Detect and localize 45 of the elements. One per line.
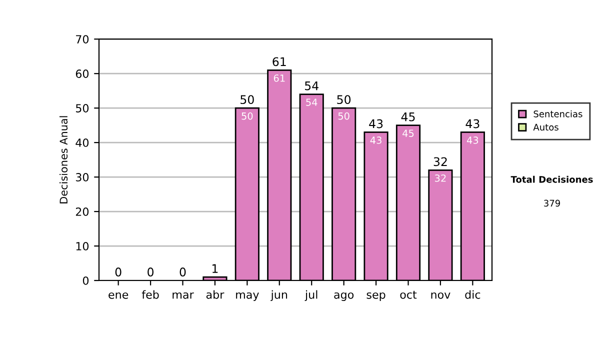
y-tick-label: 60	[76, 70, 89, 78]
total-label: 50	[240, 95, 254, 104]
text: Total Decisiones	[510, 176, 593, 183]
total-label: 1	[212, 264, 218, 273]
text: 379	[544, 200, 560, 207]
x-tick-label: ago	[334, 292, 354, 301]
data-label: 32	[435, 174, 446, 182]
total-label: 32	[434, 157, 447, 166]
total-label: 43	[369, 119, 383, 128]
data-label: 45	[402, 130, 414, 137]
total-label: 0	[148, 268, 154, 276]
x-tick-label: ene	[108, 292, 128, 299]
y-tick-label: 20	[76, 208, 89, 216]
x-tick-label: nov	[431, 292, 450, 299]
x-tick-label: oct	[400, 290, 417, 299]
total-label: 43	[466, 119, 480, 128]
y-axis-title: Decisiones Anual	[60, 116, 68, 204]
x-tick-label: dic	[465, 290, 480, 299]
x-tick-label: jul	[304, 290, 318, 301]
y-tick-label: 40	[76, 138, 89, 147]
data-label: 50	[338, 112, 350, 120]
y-tick-label: 70	[76, 35, 89, 44]
data-label: 50	[242, 112, 253, 120]
x-tick-label: may	[236, 292, 259, 301]
legend-label: Autos	[533, 124, 558, 131]
y-tick-label: 0	[82, 276, 89, 285]
total-label: 61	[272, 57, 286, 66]
data-label: 54	[306, 98, 318, 106]
data-label: 61	[274, 74, 285, 82]
x-tick-label: jun	[270, 290, 288, 301]
x-tick-label: abr	[206, 290, 224, 299]
total-label: 0	[115, 268, 122, 276]
total-label: 45	[401, 112, 415, 122]
data-label: 43	[466, 136, 478, 144]
data-label: 43	[370, 136, 382, 144]
x-tick-label: sep	[366, 292, 386, 301]
x-tick-label: mar	[172, 292, 194, 299]
total-label: 50	[337, 95, 351, 104]
total-label: 54	[305, 81, 318, 90]
y-tick-label: 30	[76, 173, 89, 182]
x-tick-label: feb	[142, 290, 159, 299]
y-tick-label: 50	[76, 104, 89, 112]
y-tick-label: 10	[76, 242, 89, 250]
total-label: 0	[180, 268, 186, 276]
legend-label: Sentencias	[534, 110, 582, 118]
